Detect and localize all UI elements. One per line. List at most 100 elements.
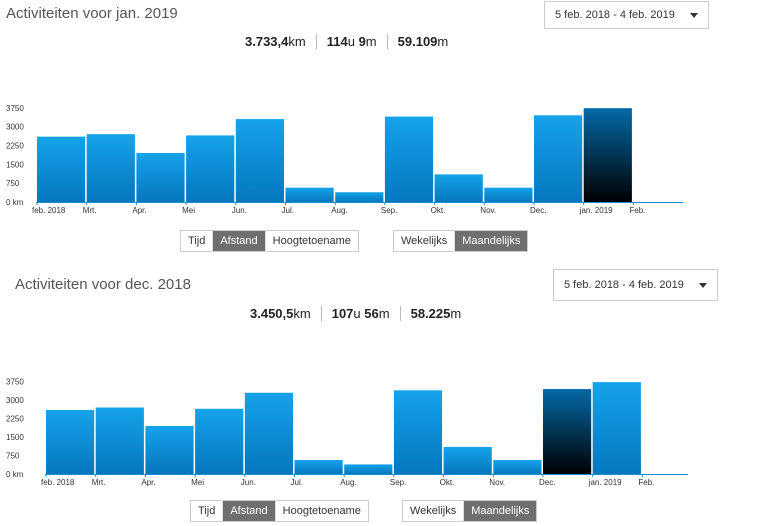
stat-distance: 3.450,5km [240, 306, 321, 321]
metric-distance-button[interactable]: Afstand [212, 231, 265, 251]
chart-bar-sep-[interactable] [393, 390, 443, 474]
x-tick-label: feb. 2018 [32, 206, 66, 215]
chart-bar-jan-2019[interactable] [592, 382, 641, 474]
x-tick-label: feb. 2018 [41, 478, 75, 487]
chart-bar-okt-[interactable] [434, 174, 483, 202]
summary-stats: 3.733,4km 114u 9m 59.109m [235, 34, 458, 49]
x-tick-label: Apr. [132, 206, 146, 215]
chart-bar-sep-[interactable] [384, 116, 434, 202]
x-tick-label: Aug. [340, 478, 356, 487]
y-tick-label: 3000 [6, 396, 24, 405]
chart-bar-jul-[interactable] [294, 459, 343, 474]
date-range-dropdown[interactable]: 5 feb. 2018 - 4 feb. 2019 [553, 269, 718, 301]
stat-distance-value: 3.733,4 [245, 34, 289, 49]
x-tick-label: Feb. [629, 206, 645, 215]
chart-bar-mei[interactable] [195, 408, 244, 474]
y-tick-label: 1500 [6, 160, 24, 169]
chart-bar-dec-[interactable] [543, 389, 592, 474]
panel-title: Activiteiten voor dec. 2018 [15, 276, 191, 293]
chart-bar-mrt-[interactable] [86, 134, 135, 202]
y-tick-label: 2250 [6, 415, 24, 424]
y-tick-label: 0 km [6, 198, 24, 207]
chart-bar-mrt-[interactable] [95, 407, 144, 474]
stat-time-hours: 114 [326, 34, 348, 49]
x-tick-label: jan. 2019 [579, 206, 613, 215]
x-tick-label: Jun. [232, 206, 247, 215]
chart-svg: 0 km 750 1500 2250 3000 3750 feb. 2018 Mrt. Apr.… [6, 378, 688, 487]
chart-bar-jun-[interactable] [235, 119, 284, 202]
x-tick-label: Mrt. [92, 478, 106, 487]
chart-bar-apr-[interactable] [136, 153, 185, 202]
y-tick-label: 1500 [6, 433, 24, 442]
x-tick-label: Feb. [638, 478, 654, 487]
stat-time: 114u 9m [315, 34, 387, 49]
metric-distance-button[interactable]: Afstand [222, 501, 275, 521]
stat-distance: 3.733,4km [235, 34, 316, 49]
y-tick-label: 3000 [6, 123, 24, 132]
stat-distance-unit: km [293, 306, 311, 321]
y-tick-label: 2250 [6, 141, 24, 150]
stat-time-minutes: 9 [358, 34, 366, 49]
y-tick-label: 750 [6, 452, 20, 461]
stat-time-hours-unit: u [353, 306, 361, 321]
period-toggle: Wekelijks Maandelijks [402, 500, 538, 522]
y-tick-label: 0 km [6, 470, 24, 479]
x-tick-label: Dec. [530, 206, 546, 215]
monthly-distance-chart: 0 km 750 1500 2250 3000 3750 feb. 2018 Mrt. Apr.… [0, 98, 774, 223]
chart-bar-jul-[interactable] [285, 187, 334, 202]
chart-bar-aug-[interactable] [335, 192, 384, 202]
chart-svg: 0 km 750 1500 2250 3000 3750 feb. 2018 Mrt. Apr.… [6, 104, 683, 215]
chart-bar-jun-[interactable] [244, 392, 293, 474]
stat-time: 107u 56m [320, 306, 400, 321]
chart-bar-aug-[interactable] [344, 464, 393, 474]
stat-time-hours: 107 [331, 306, 354, 321]
period-weekly-button[interactable]: Wekelijks [401, 235, 448, 247]
caret-down-icon [699, 282, 707, 288]
y-tick-label: 750 [6, 179, 20, 188]
chart-bar-feb-2018[interactable] [46, 410, 95, 474]
y-tick-label: 3750 [6, 104, 24, 113]
x-tick-label: Jul. [291, 478, 303, 487]
x-tick-label: Aug. [331, 206, 347, 215]
stat-time-hours-unit: u [347, 34, 355, 49]
y-tick-label: 3750 [6, 378, 24, 387]
metric-toggle: Tijd Afstand Hoogtetoename [180, 230, 359, 252]
chart-bar-okt-[interactable] [443, 446, 492, 474]
x-tick-label: Nov. [480, 206, 496, 215]
period-weekly-button[interactable]: Wekelijks [410, 505, 457, 517]
chart-bar-mei[interactable] [186, 135, 235, 202]
chart-bar-jan-2019[interactable] [583, 108, 632, 202]
stat-elevation-unit: m [437, 34, 449, 49]
stat-distance-value: 3.450,5 [250, 306, 294, 321]
date-range-dropdown[interactable]: 5 feb. 2018 - 4 feb. 2019 [544, 1, 709, 29]
period-monthly-button[interactable]: Maandelijks [454, 231, 528, 251]
period-monthly-button[interactable]: Maandelijks [463, 501, 537, 521]
stat-time-minutes-unit: m [378, 306, 390, 321]
chart-bar-dec-[interactable] [534, 115, 583, 202]
summary-stats: 3.450,5km 107u 56m 58.225 m [240, 306, 471, 321]
stat-elevation: 59.109m [386, 34, 459, 49]
x-tick-label: Mei [182, 206, 195, 215]
x-tick-label: Mrt. [83, 206, 97, 215]
metric-elevation-button[interactable]: Hoogtetoename [264, 231, 358, 251]
x-tick-label: Apr. [141, 478, 155, 487]
date-range-label: 5 feb. 2018 - 4 feb. 2019 [564, 279, 684, 291]
chart-bar-feb-2018[interactable] [37, 136, 86, 202]
metric-time-button[interactable]: Tijd [198, 505, 216, 517]
stat-time-minutes: 56 [364, 306, 379, 321]
x-tick-label: Nov. [489, 478, 505, 487]
x-tick-label: Jun. [241, 478, 256, 487]
stat-elevation-value: 59.109 [397, 34, 438, 49]
stat-distance-unit: km [288, 34, 306, 49]
stat-elevation-value: 58.225 [410, 306, 451, 321]
chart-bar-apr-[interactable] [145, 426, 194, 474]
x-tick-label: jan. 2019 [588, 478, 622, 487]
panel-title: Activiteiten voor jan. 2019 [6, 5, 178, 22]
metric-time-button[interactable]: Tijd [188, 235, 206, 247]
stat-time-minutes-unit: m [365, 34, 377, 49]
activity-panel-dec-2018: Activiteiten voor dec. 2018 5 feb. 2018 … [0, 268, 774, 526]
metric-elevation-button[interactable]: Hoogtetoename [274, 501, 368, 521]
chart-bar-nov-[interactable] [484, 187, 533, 202]
chart-bar-nov-[interactable] [493, 459, 542, 474]
x-tick-label: Okt. [440, 478, 455, 487]
